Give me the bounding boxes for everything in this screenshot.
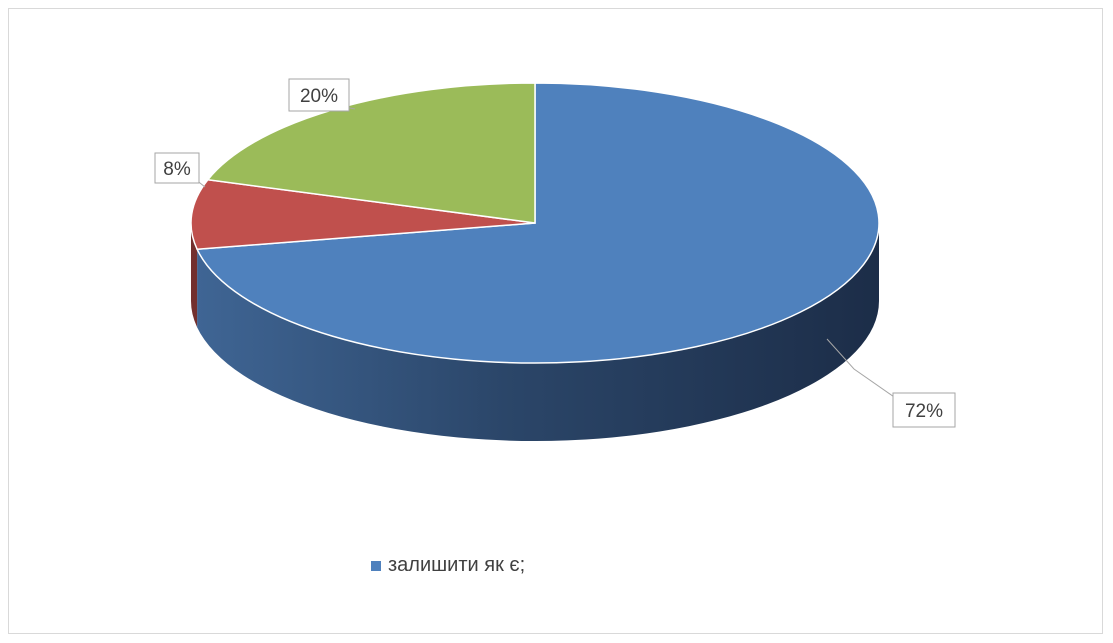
legend: залишити як є; (371, 554, 525, 577)
pie-side-slice-1 (191, 223, 198, 328)
pie-data-label-0: 72% (905, 401, 943, 422)
chart-frame: 72% 8% 20% залишити як є; (8, 8, 1103, 634)
pie-side-slice-0 (197, 223, 879, 441)
pie-label-box-1 (154, 152, 200, 184)
pie-top-layer (190, 82, 880, 364)
pie-chart: 72% 8% 20% (154, 78, 956, 441)
legend-label: залишити як є; (388, 554, 526, 576)
legend-swatch (371, 560, 381, 571)
pie-label-box-2 (288, 78, 350, 112)
pie-data-label-2: 20% (300, 86, 338, 107)
pie-slice-0 (195, 82, 880, 364)
pie-slice-1 (190, 178, 536, 251)
pie-label-layer: 72% 8% 20% (154, 78, 956, 428)
pie-label-box-0 (892, 392, 956, 428)
pie-side-layer (191, 223, 879, 441)
pie-data-label-1: 8% (163, 159, 191, 180)
pie-leader-line-0 (826, 338, 898, 400)
